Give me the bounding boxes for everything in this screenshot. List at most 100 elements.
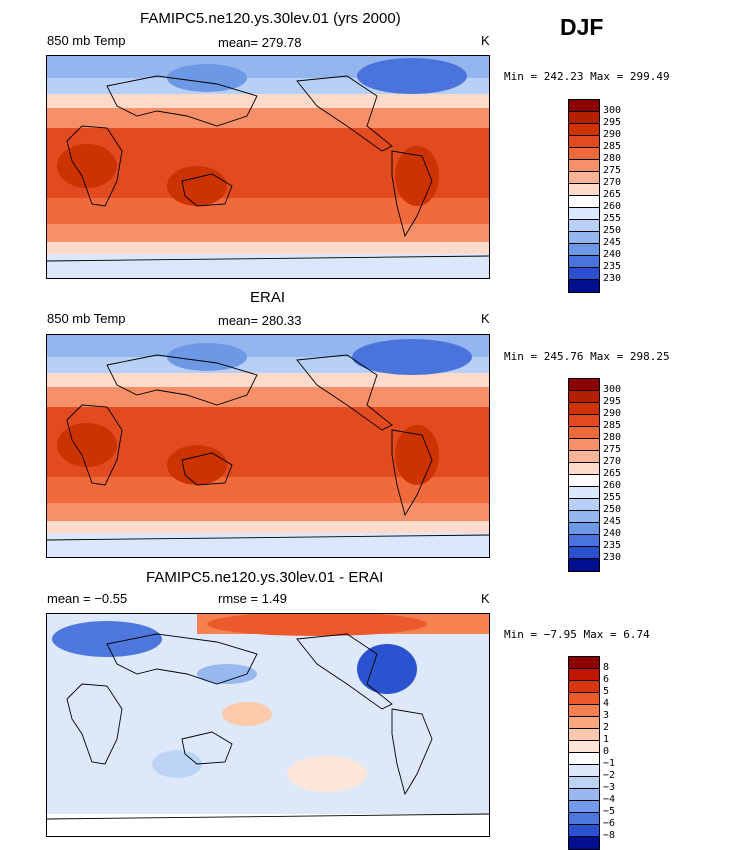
panel2-colorbar-swatch xyxy=(569,427,599,439)
panel1-colorbar-label: 260 xyxy=(603,201,622,212)
panel1-colorbar-swatch xyxy=(569,160,599,172)
panel2-colorbar-swatch xyxy=(569,523,599,535)
panel3-map xyxy=(46,613,490,837)
panel3-units: K xyxy=(481,591,490,606)
panel3-colorbar-swatch xyxy=(569,753,599,765)
panel2-colorbar-label: 280 xyxy=(603,432,622,443)
panel1-colorbar-swatch xyxy=(569,136,599,148)
panel1-colorbar-label: 235 xyxy=(603,261,622,272)
panel1-mean-label: mean= 279.78 xyxy=(218,35,302,50)
panel2-colorbar-swatch xyxy=(569,391,599,403)
panel3-coastlines xyxy=(47,633,489,820)
panel2-australia-hot xyxy=(167,445,227,485)
panel1-south-high-band xyxy=(47,242,489,254)
panel1-colorbar-swatch xyxy=(569,100,599,112)
panel3-colorbar-swatch xyxy=(569,837,599,849)
panel2-colorbar-swatch xyxy=(569,559,599,571)
panel2-map xyxy=(46,334,490,558)
panel1-colorbar-label: 270 xyxy=(603,177,622,188)
panel3-rmse-label: rmse = 1.49 xyxy=(218,591,288,606)
panel2-colorbar-swatch xyxy=(569,439,599,451)
panel2-colorbar-swatch xyxy=(569,403,599,415)
panel2-colorbar-swatch xyxy=(569,475,599,487)
panel3-title: FAMIPC5.ne120.ys.30lev.01 - ERAI xyxy=(146,569,384,586)
panel1-colorbar-swatch xyxy=(569,124,599,136)
panel3-colorbar-label: −5 xyxy=(603,806,616,817)
panel3-colorbar-swatch xyxy=(569,825,599,837)
panel3-colorbar-label: 1 xyxy=(603,734,610,745)
panel1-subtrop-band xyxy=(47,108,489,128)
panel2-colorbar-swatch xyxy=(569,499,599,511)
panel2-colorbar-label: 290 xyxy=(603,408,622,419)
panel3-map-svg xyxy=(47,614,489,836)
panel3-europe-cold xyxy=(52,621,162,657)
panel1-colorbar-swatch xyxy=(569,256,599,268)
panel1-colorbar-swatch xyxy=(569,280,599,292)
panel1-colorbar-label: 255 xyxy=(603,213,622,224)
panel2-colorbar-label: 235 xyxy=(603,540,622,551)
panel2-cold-pole xyxy=(352,339,472,375)
panel2-colorbar-label: 265 xyxy=(603,468,622,479)
panel2-colorbar-label: 255 xyxy=(603,492,622,503)
panel2-colorbar-label: 300 xyxy=(603,384,622,395)
panel1-colorbar-label: 250 xyxy=(603,225,622,236)
panel1-colorbar-label: 285 xyxy=(603,141,622,152)
panel2-colorbar-label: 270 xyxy=(603,456,622,467)
panel3-colorbar-label: 8 xyxy=(603,662,610,673)
panel2-coastlines xyxy=(47,354,489,541)
panel1-colorbar-swatch xyxy=(569,220,599,232)
panel3-colorbar-label: 4 xyxy=(603,698,610,709)
panel2-colorbar-label: 285 xyxy=(603,420,622,431)
panel2-colorbar-label: 260 xyxy=(603,480,622,491)
panel1-colorbar-swatch xyxy=(569,184,599,196)
panel1-map-svg xyxy=(47,56,489,278)
panel3-colorbar-label: −8 xyxy=(603,830,616,841)
panel2-colorbar-swatch xyxy=(569,535,599,547)
panel3-colorbar-swatch xyxy=(569,765,599,777)
panel1-antarctic-band xyxy=(47,254,489,278)
panel1-variable-label: 850 mb Temp xyxy=(47,33,126,48)
panel2-mean-label: mean= 280.33 xyxy=(218,313,302,328)
panel1-minmax: Min = 242.23 Max = 299.49 xyxy=(504,70,670,83)
panel3-colorbar-label: −1 xyxy=(603,758,616,769)
panel2-colorbar-swatch xyxy=(569,415,599,427)
panel1-colorbar-swatch xyxy=(569,112,599,124)
panel2-colorbar-swatch xyxy=(569,451,599,463)
panel1-colorbar-label: 300 xyxy=(603,105,622,116)
panel2-colorbar-label: 230 xyxy=(603,552,622,563)
panel1-africa-hot xyxy=(57,144,117,188)
panel1-colorbar-label: 230 xyxy=(603,273,622,284)
panel1-colorbar-swatch xyxy=(569,232,599,244)
panel3-colorbar-label: 6 xyxy=(603,674,610,685)
panel3-colorbar-swatch xyxy=(569,729,599,741)
panel3-minmax: Min = −7.95 Max = 6.74 xyxy=(504,628,650,641)
panel3-colorbar-label: 2 xyxy=(603,722,610,733)
season-label: DJF xyxy=(560,14,604,40)
panel1-colorbar-swatch xyxy=(569,172,599,184)
panel3-colorbar-swatch xyxy=(569,705,599,717)
panel1-coastlines xyxy=(47,75,489,262)
panel1-mid-lat-band xyxy=(47,94,489,108)
panel3-colorbar-label: 5 xyxy=(603,686,610,697)
panel3-colorbar-label: −2 xyxy=(603,770,616,781)
panel1-colorbar-label: 275 xyxy=(603,165,622,176)
panel2-variable-label: 850 mb Temp xyxy=(47,311,126,326)
panel2-africa-hot xyxy=(57,423,117,467)
panel3-australia-cool xyxy=(152,750,202,778)
panel2-colorbar-swatch xyxy=(569,487,599,499)
panel1-colorbar-swatch xyxy=(569,268,599,280)
panel1-colorbar-swatch xyxy=(569,208,599,220)
panel2-mid-lat-band xyxy=(47,373,489,387)
panel1-colorbar-swatch xyxy=(569,148,599,160)
panel1-cold-pole xyxy=(357,58,467,94)
panel1-colorbar xyxy=(568,99,600,293)
panel2-colorbar-swatch xyxy=(569,547,599,559)
panel2-colorbar xyxy=(568,378,600,572)
panel3-colorbar-swatch xyxy=(569,693,599,705)
panel1-colorbar-label: 295 xyxy=(603,117,622,128)
panel3-colorbar-label: −6 xyxy=(603,818,616,829)
panel2-colorbar-swatch xyxy=(569,511,599,523)
panel1-australia-hot xyxy=(167,166,227,206)
panel1-map xyxy=(46,55,490,279)
panel3-colorbar-label: −4 xyxy=(603,794,616,805)
